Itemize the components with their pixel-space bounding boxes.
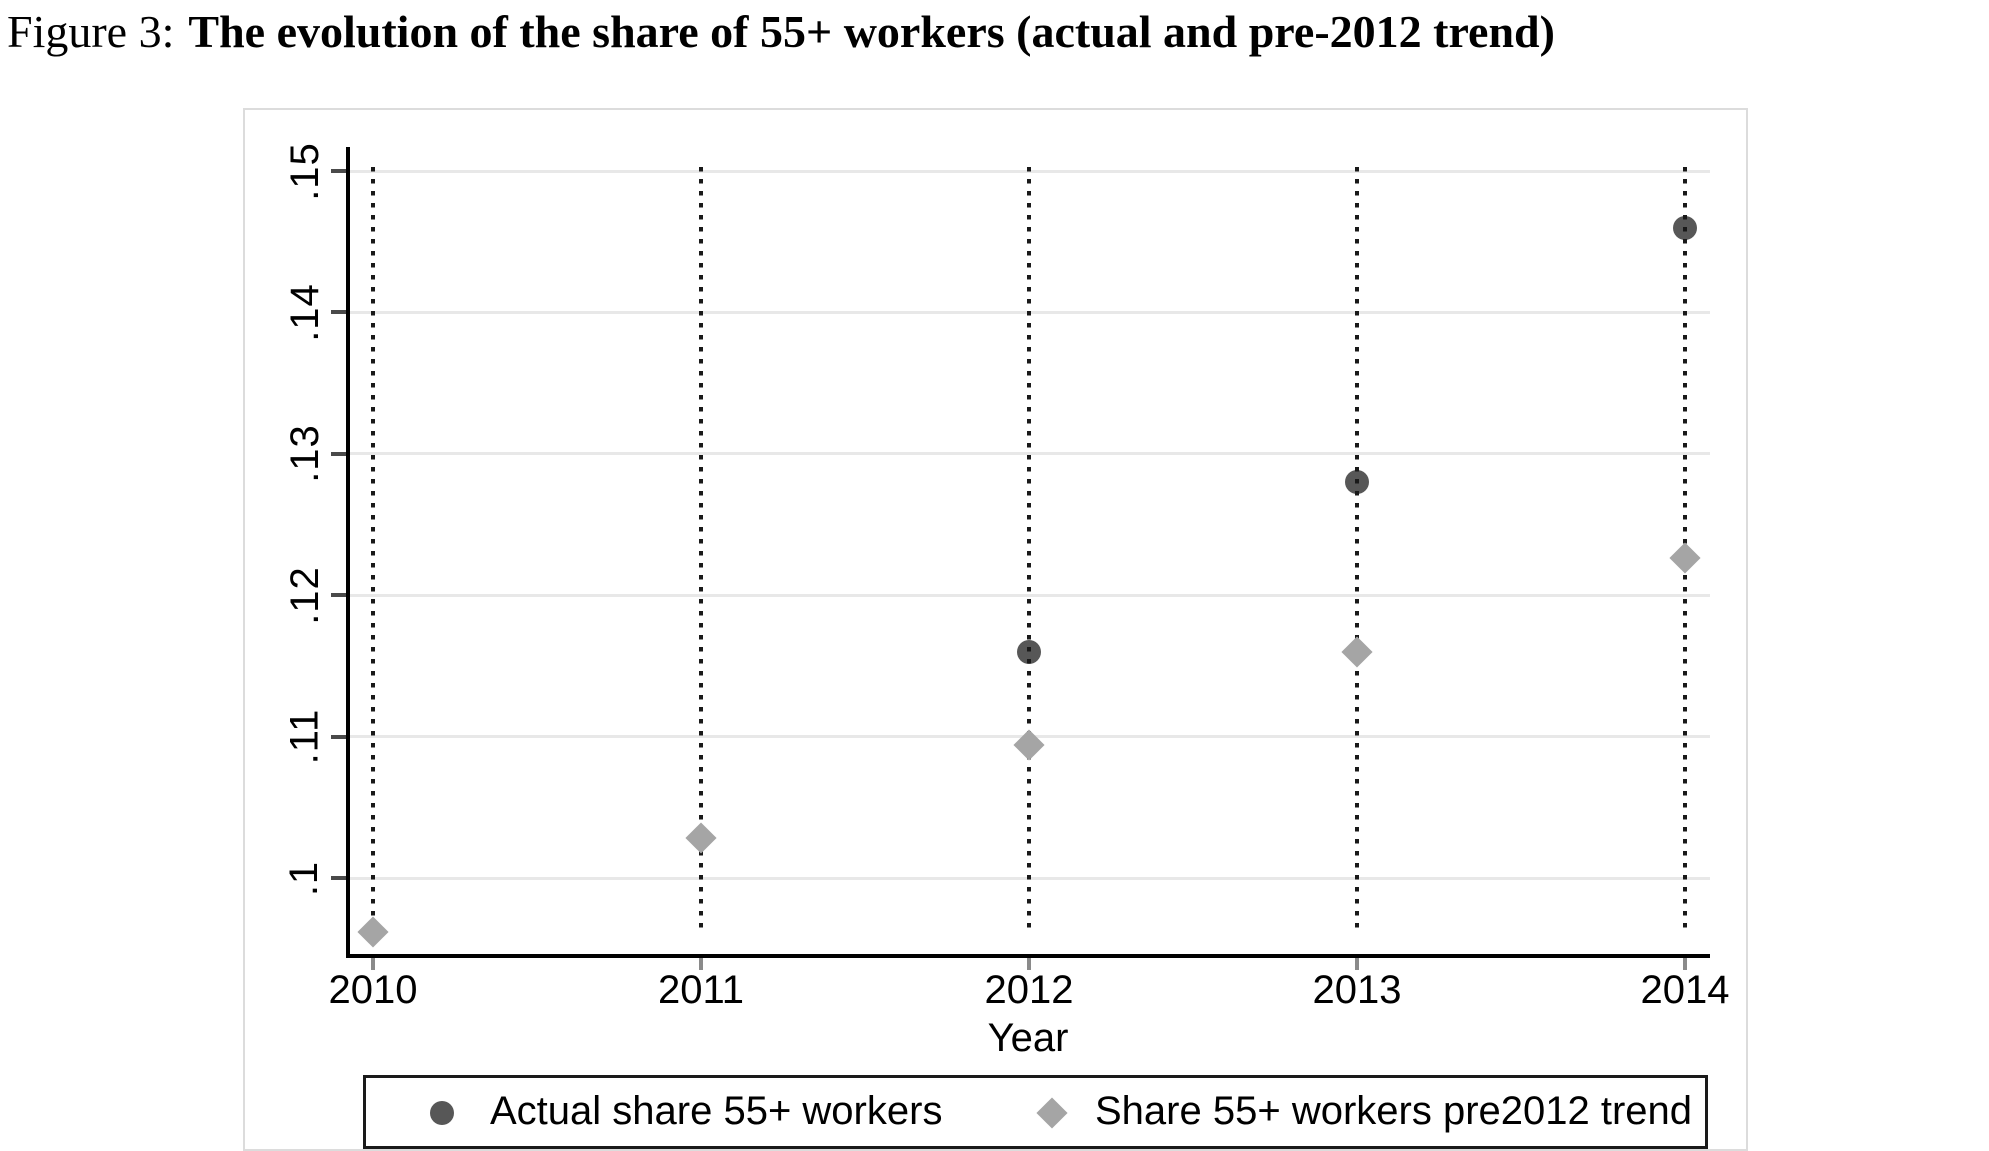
x-tick	[699, 958, 703, 970]
year-dotted-line	[1027, 167, 1031, 934]
y-tick-label: .12	[283, 525, 327, 665]
legend-label-actual: Actual share 55+ workers	[490, 1089, 943, 1133]
year-dotted-line	[699, 167, 703, 934]
year-dotted-line	[1355, 167, 1359, 934]
y-tick	[331, 169, 346, 173]
x-tick-label: 2014	[1640, 968, 1730, 1012]
y-tick-label-text: .14	[282, 283, 327, 342]
y-tick	[331, 451, 346, 456]
x-tick	[371, 958, 375, 970]
data-point-diamond	[685, 822, 717, 854]
y-axis-line	[346, 147, 350, 956]
x-axis-title: Year	[987, 1016, 1069, 1060]
y-tick-label-text: .12	[282, 565, 327, 625]
legend: Actual share 55+ workers Share 55+ worke…	[363, 1075, 1708, 1149]
data-point-diamond	[357, 916, 389, 948]
x-tick	[1355, 958, 1359, 970]
x-tick	[1683, 958, 1687, 970]
circle-marker-icon	[430, 1101, 454, 1125]
data-point-diamond	[1669, 542, 1701, 574]
y-tick	[331, 734, 346, 739]
y-tick	[331, 876, 346, 880]
x-tick-label: 2013	[1312, 968, 1402, 1012]
x-tick-label: 2010	[328, 968, 418, 1012]
year-dotted-line	[371, 167, 375, 934]
y-tick-label: .11	[283, 667, 327, 807]
y-tick-label-text: .1	[282, 860, 327, 896]
y-tick-label: .14	[283, 242, 327, 382]
y-tick-label: .1	[282, 808, 327, 948]
x-axis-line	[346, 954, 1710, 958]
chart: .1 .11 .12 .13 .14 .15 2010 2011 2012 2013 2014 Ye…	[243, 108, 1748, 1151]
diamond-marker-icon	[1036, 1097, 1068, 1129]
y-tick-label-text: .11	[282, 708, 327, 765]
y-tick-label-text: .13	[282, 424, 327, 484]
figure-number-label: Figure 3:	[7, 6, 175, 57]
y-tick-label: .13	[283, 384, 327, 524]
x-tick	[1027, 958, 1031, 970]
data-point-diamond	[1341, 636, 1373, 668]
x-tick-label: 2011	[657, 968, 745, 1012]
y-tick	[331, 310, 346, 315]
y-tick	[331, 593, 346, 598]
legend-label-trend: Share 55+ workers pre2012 trend	[1095, 1089, 1693, 1133]
x-tick-label: 2012	[984, 968, 1074, 1012]
y-tick-label-text: .15	[282, 141, 327, 201]
figure-title-text: The evolution of the share of 55+ worker…	[188, 6, 1555, 57]
figure-title: Figure 3: The evolution of the share of 5…	[7, 6, 1555, 58]
y-tick-label: .15	[283, 101, 327, 241]
